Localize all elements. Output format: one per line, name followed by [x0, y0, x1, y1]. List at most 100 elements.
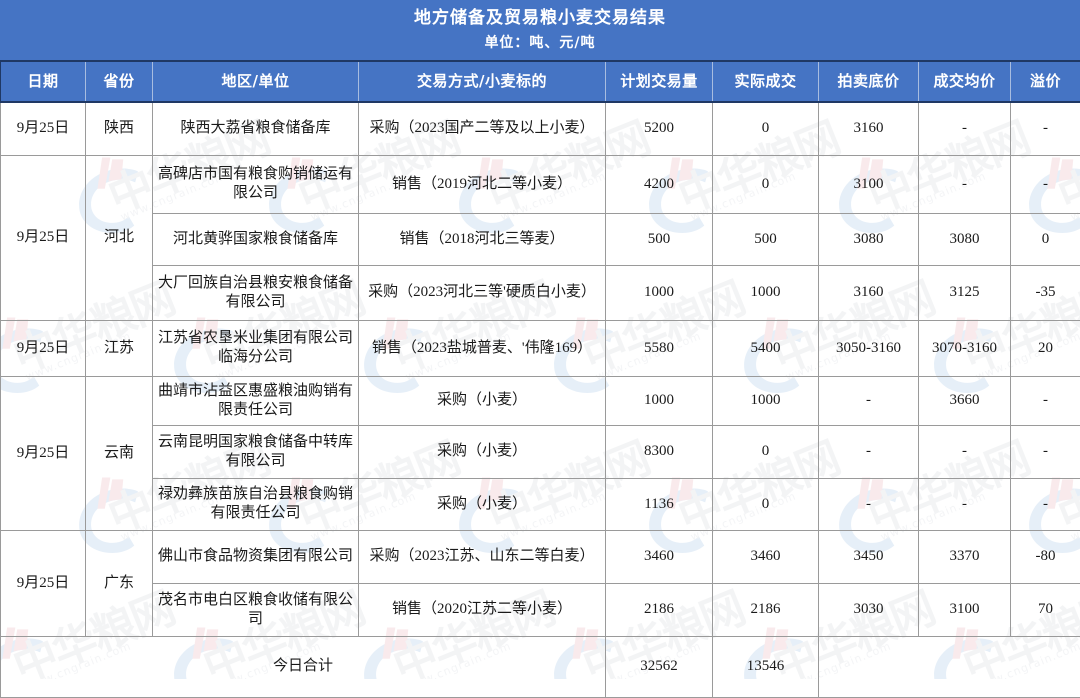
column-header-province: 省份 [86, 61, 153, 102]
cell-date: 9月25日 [1, 530, 86, 636]
cell-base-price: 3160 [819, 102, 919, 155]
cell-avg-price: - [919, 102, 1011, 155]
column-header-base-price: 拍卖底价 [819, 61, 919, 102]
cell-planned: 5200 [606, 102, 713, 155]
table-row: 9月25日 广东 佛山市食品物资集团有限公司 采购（2023江苏、山东二等白麦）… [1, 530, 1080, 583]
cell-actual: 0 [713, 102, 819, 155]
cell-premium: 0 [1011, 213, 1080, 265]
cell-avg-price: - [919, 155, 1011, 213]
cell-premium: - [1011, 425, 1080, 478]
table-row: 9月25日 江苏 江苏省农垦米业集团有限公司临海分公司 销售（2023盐城普麦、… [1, 320, 1080, 376]
cell-premium: - [1011, 376, 1080, 425]
cell-actual: 0 [713, 425, 819, 478]
cell-province: 陕西 [86, 102, 153, 155]
cell-premium: 70 [1011, 583, 1080, 636]
cell-actual: 0 [713, 478, 819, 530]
cell-province: 江苏 [86, 320, 153, 376]
cell-region-unit: 江苏省农垦米业集团有限公司临海分公司 [153, 320, 359, 376]
cell-base-price: 3030 [819, 583, 919, 636]
cell-planned: 5580 [606, 320, 713, 376]
cell-premium: -35 [1011, 265, 1080, 320]
cell-premium: - [1011, 478, 1080, 530]
cell-planned: 8300 [606, 425, 713, 478]
cell-planned: 4200 [606, 155, 713, 213]
cell-date: 9月25日 [1, 155, 86, 320]
title-unit-note: 单位：吨、元/吨 [0, 31, 1080, 55]
cell-actual: 1000 [713, 265, 819, 320]
cell-avg-price: 3100 [919, 583, 1011, 636]
cell-date: 9月25日 [1, 376, 86, 530]
total-actual: 13546 [713, 636, 819, 697]
table-row: 河北黄骅国家粮食储备库 销售（2018河北三等麦） 500 500 3080 3… [1, 213, 1080, 265]
cell-region-unit: 曲靖市沾益区惠盛粮油购销有限责任公司 [153, 376, 359, 425]
cell-planned: 1000 [606, 265, 713, 320]
cell-avg-price: 3660 [919, 376, 1011, 425]
cell-province: 广东 [86, 530, 153, 636]
column-header-avg-price: 成交均价 [919, 61, 1011, 102]
cell-planned: 500 [606, 213, 713, 265]
cell-base-price: - [819, 376, 919, 425]
cell-deal-type: 采购（小麦） [359, 425, 606, 478]
cell-avg-price: - [919, 425, 1011, 478]
total-planned: 32562 [606, 636, 713, 697]
cell-avg-price: 3080 [919, 213, 1011, 265]
total-empty-cell [819, 636, 1080, 697]
page-title: 地方储备及贸易粮小麦交易结果 [0, 0, 1080, 31]
cell-premium: 20 [1011, 320, 1080, 376]
cell-region-unit: 云南昆明国家粮食储备中转库有限公司 [153, 425, 359, 478]
cell-avg-price: - [919, 478, 1011, 530]
column-header-planned-volume: 计划交易量 [606, 61, 713, 102]
table-title-band: 地方储备及贸易粮小麦交易结果 单位：吨、元/吨 [0, 0, 1080, 60]
table-row: 9月25日 陕西 陕西大荔省粮食储备库 采购（2023国产二等及以上小麦） 52… [1, 102, 1080, 155]
cell-actual: 5400 [713, 320, 819, 376]
cell-base-price: 3050-3160 [819, 320, 919, 376]
cell-region-unit: 高碑店市国有粮食购销储运有限公司 [153, 155, 359, 213]
cell-date: 9月25日 [1, 320, 86, 376]
cell-premium: - [1011, 155, 1080, 213]
column-header-premium: 溢价 [1011, 61, 1080, 102]
column-header-actual-volume: 实际成交 [713, 61, 819, 102]
cell-region-unit: 禄劝彝族苗族自治县粮食购销有限责任公司 [153, 478, 359, 530]
cell-deal-type: 采购（2023河北三等'硬质白小麦） [359, 265, 606, 320]
table-row: 云南昆明国家粮食储备中转库有限公司 采购（小麦） 8300 0 - - - [1, 425, 1080, 478]
table-row: 茂名市电白区粮食收储有限公司 销售（2020江苏二等小麦） 2186 2186 … [1, 583, 1080, 636]
cell-base-price: - [819, 425, 919, 478]
column-header-date: 日期 [1, 61, 86, 102]
cell-avg-price: 3125 [919, 265, 1011, 320]
cell-deal-type: 销售（2019河北二等小麦） [359, 155, 606, 213]
cell-deal-type: 采购（2023江苏、山东二等白麦） [359, 530, 606, 583]
table-header-row: 日期 省份 地区/单位 交易方式/小麦标的 计划交易量 实际成交 拍卖底价 成交… [1, 61, 1080, 102]
cell-deal-type: 销售（2023盐城普麦、'伟隆169） [359, 320, 606, 376]
cell-premium: - [1011, 102, 1080, 155]
cell-actual: 0 [713, 155, 819, 213]
cell-deal-type: 采购（小麦） [359, 478, 606, 530]
cell-planned: 1136 [606, 478, 713, 530]
cell-base-price: 3100 [819, 155, 919, 213]
cell-actual: 1000 [713, 376, 819, 425]
cell-planned: 3460 [606, 530, 713, 583]
cell-avg-price: 3070-3160 [919, 320, 1011, 376]
cell-actual: 3460 [713, 530, 819, 583]
cell-base-price: 3080 [819, 213, 919, 265]
total-label: 今日合计 [1, 636, 606, 697]
cell-region-unit: 大厂回族自治县粮安粮食储备有限公司 [153, 265, 359, 320]
cell-date: 9月25日 [1, 102, 86, 155]
cell-actual: 500 [713, 213, 819, 265]
cell-province: 云南 [86, 376, 153, 530]
cell-deal-type: 销售（2020江苏二等小麦） [359, 583, 606, 636]
column-header-region-unit: 地区/单位 [153, 61, 359, 102]
cell-deal-type: 销售（2018河北三等麦） [359, 213, 606, 265]
cell-actual: 2186 [713, 583, 819, 636]
cell-region-unit: 陕西大荔省粮食储备库 [153, 102, 359, 155]
cell-base-price: 3450 [819, 530, 919, 583]
table-row: 大厂回族自治县粮安粮食储备有限公司 采购（2023河北三等'硬质白小麦） 100… [1, 265, 1080, 320]
table-row: 9月25日 河北 高碑店市国有粮食购销储运有限公司 销售（2019河北二等小麦）… [1, 155, 1080, 213]
cell-region-unit: 河北黄骅国家粮食储备库 [153, 213, 359, 265]
cell-region-unit: 茂名市电白区粮食收储有限公司 [153, 583, 359, 636]
wheat-trading-results-table: 日期 省份 地区/单位 交易方式/小麦标的 计划交易量 实际成交 拍卖底价 成交… [0, 60, 1080, 698]
column-header-deal-type: 交易方式/小麦标的 [359, 61, 606, 102]
cell-deal-type: 采购（小麦） [359, 376, 606, 425]
table-row: 9月25日 云南 曲靖市沾益区惠盛粮油购销有限责任公司 采购（小麦） 1000 … [1, 376, 1080, 425]
table-row: 禄劝彝族苗族自治县粮食购销有限责任公司 采购（小麦） 1136 0 - - - [1, 478, 1080, 530]
cell-planned: 1000 [606, 376, 713, 425]
